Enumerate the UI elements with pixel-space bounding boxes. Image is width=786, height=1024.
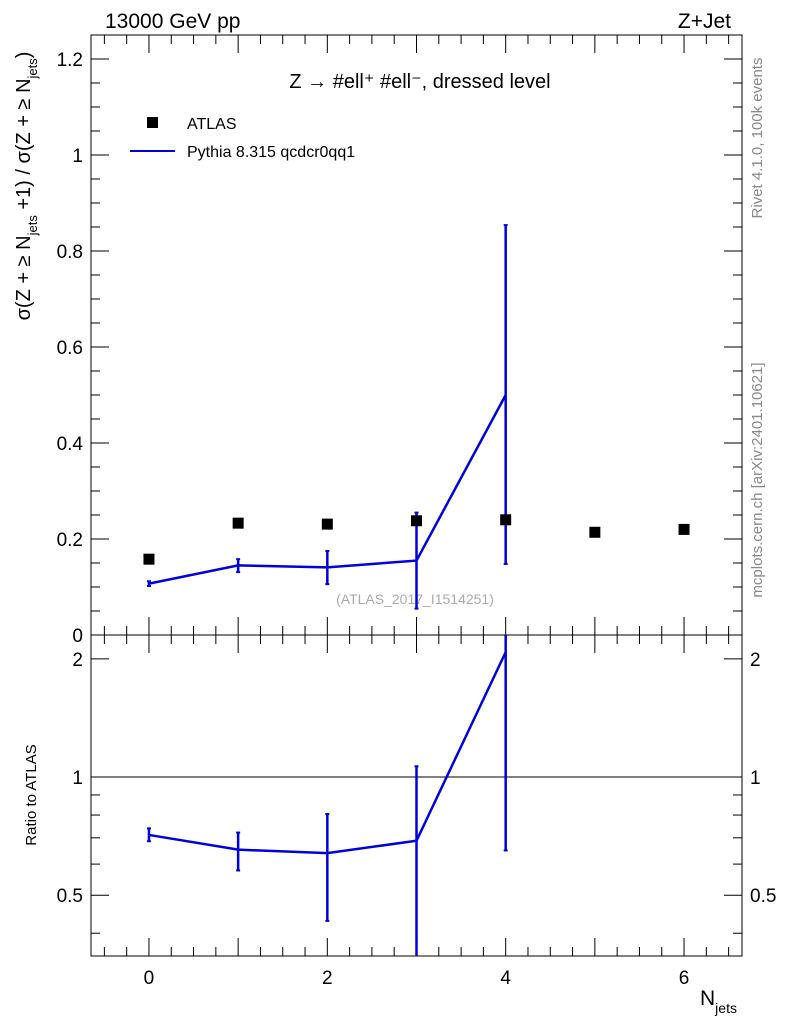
rivet-label: Rivet 4.1.0, 100k events <box>749 58 766 219</box>
ratio-y-axis-label: Ratio to ATLAS <box>23 744 40 845</box>
atlas-marker <box>411 515 422 527</box>
mcplots-label: mcplots.cern.ch [arXiv:2401.10621] <box>749 362 766 597</box>
main-title: Z → #ell⁺ #ell⁻, dressed level <box>289 71 550 93</box>
x-tick-label: 6 <box>679 968 690 989</box>
atlas-marker <box>321 518 333 530</box>
x-axis-label: Njets <box>700 987 737 1016</box>
main-y-axis-label: σ(Z + ≥ Njets +1) / σ(Z + ≥ Njets) <box>13 52 40 321</box>
ratio-line <box>148 651 507 855</box>
atlas-marker <box>143 553 155 565</box>
legend-label-atlas: ATLAS <box>187 116 237 133</box>
legend-marker-atlas <box>147 117 158 128</box>
ratio-panel: 0.5 0.5 1 1 2 2 0 2 4 6 Ratio to ATLAS <box>23 634 776 989</box>
main-data-layer <box>143 224 690 610</box>
watermark: (ATLAS_2017_I1514251) <box>336 591 494 607</box>
main-y-tick-label: 1.2 <box>57 50 83 71</box>
ratio-axis-ticks: 0.5 0.5 1 1 2 2 0 2 4 6 <box>57 635 776 989</box>
pythia-line <box>148 394 507 585</box>
x-tick-label: 4 <box>500 968 511 989</box>
ratio-y-tick-label: 2 <box>72 650 83 671</box>
main-y-tick-label: 0.8 <box>57 242 83 263</box>
atlas-marker <box>500 514 512 526</box>
ratio-data-layer <box>146 635 508 956</box>
x-tick-label: 2 <box>322 968 333 989</box>
main-y-tick-label: 0.2 <box>57 530 83 551</box>
main-panel: 0 0.2 0.4 0.6 0.8 1 1.2 Z → #ell⁺ #ell⁻, dress… <box>13 34 743 647</box>
energy-label: 13000 GeV pp <box>105 10 240 33</box>
ratio-y-tick-label-right: 2 <box>750 650 761 671</box>
atlas-marker <box>678 523 690 535</box>
main-y-tick-label: 0.4 <box>57 434 84 455</box>
legend: ATLAS Pythia 8.315 qcdcr0qq1 <box>130 116 355 161</box>
main-y-tick-label: 1 <box>72 146 83 167</box>
x-tick-label: 0 <box>144 968 155 989</box>
atlas-marker <box>589 526 601 538</box>
ratio-y-tick-label-right: 0.5 <box>750 886 776 907</box>
main-y-tick-label: 0.6 <box>57 338 83 359</box>
ratio-y-tick-label: 1 <box>72 768 83 789</box>
atlas-marker <box>232 517 244 529</box>
legend-label-pythia: Pythia 8.315 qcdcr0qq1 <box>187 144 355 161</box>
main-axis-ticks: 0 0.2 0.4 0.6 0.8 1 1.2 <box>57 34 742 647</box>
ratio-y-tick-label: 0.5 <box>57 886 83 907</box>
ratio-y-tick-label-right: 1 <box>750 768 761 789</box>
main-y-tick-label: 0 <box>72 626 83 647</box>
process-label: Z+Jet <box>678 10 731 33</box>
